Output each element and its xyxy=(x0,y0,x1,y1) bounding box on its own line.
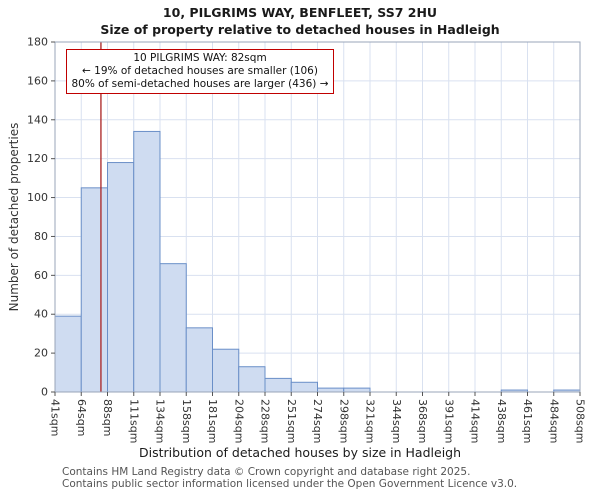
x-tick-label: 111sqm xyxy=(127,399,140,443)
y-axis-label: Number of detached properties xyxy=(7,122,21,312)
histogram-bar xyxy=(264,377,292,393)
histogram-bar xyxy=(290,381,318,393)
x-tick-label: 508sqm xyxy=(574,399,587,443)
x-tick-label: 134sqm xyxy=(154,399,167,443)
y-tick-label: 20 xyxy=(34,347,48,360)
x-tick-label: 321sqm xyxy=(364,399,377,443)
x-tick-label: 41sqm xyxy=(49,399,62,436)
x-tick-label: 414sqm xyxy=(469,399,482,443)
x-tick-label: 484sqm xyxy=(547,399,560,443)
y-tick-label: 80 xyxy=(34,230,48,243)
y-tick-label: 180 xyxy=(27,36,48,49)
x-tick-label: 251sqm xyxy=(285,399,298,443)
histogram-bar xyxy=(343,387,371,393)
annotation-smaller-line: ← 19% of detached houses are smaller (10… xyxy=(82,65,318,77)
y-tick-label: 160 xyxy=(27,74,48,87)
chart-title: 10, PILGRIMS WAY, BENFLEET, SS7 2HU xyxy=(162,5,438,20)
histogram-bar xyxy=(317,387,345,393)
footer-licence-line: Contains public sector information licen… xyxy=(62,477,518,490)
y-tick-label: 60 xyxy=(34,269,48,282)
histogram-bar xyxy=(212,348,240,393)
x-axis-label: Distribution of detached houses by size … xyxy=(138,445,462,460)
histogram-bar xyxy=(80,187,108,393)
histogram-bar xyxy=(159,263,187,393)
x-tick-label: 298sqm xyxy=(337,399,350,443)
y-tick-label: 120 xyxy=(27,152,48,165)
x-tick-label: 391sqm xyxy=(442,399,455,443)
footer: Contains HM Land Registry data © Crown c… xyxy=(62,466,518,490)
x-tick-label: 181sqm xyxy=(206,399,219,443)
x-tick-label: 438sqm xyxy=(495,399,508,443)
y-tick-label: 40 xyxy=(34,308,48,321)
x-tick-label: 88sqm xyxy=(101,399,114,436)
chart-subtitle: Size of property relative to detached ho… xyxy=(100,22,500,37)
histogram-bar xyxy=(238,366,266,393)
x-tick-label: 274sqm xyxy=(311,399,324,443)
annotation-larger-line: 80% of semi-detached houses are larger (… xyxy=(71,78,329,90)
histogram-bar xyxy=(185,327,213,393)
y-tick-label: 100 xyxy=(27,191,48,204)
x-tick-label: 64sqm xyxy=(75,399,88,436)
y-tick-label: 0 xyxy=(41,386,48,399)
x-tick-label: 344sqm xyxy=(390,399,403,443)
annotation-property-line: 10 PILGRIMS WAY: 82sqm xyxy=(133,52,267,64)
x-tick-label: 461sqm xyxy=(521,399,534,443)
histogram-bar xyxy=(107,162,135,393)
x-tick-label: 228sqm xyxy=(259,399,272,443)
x-tick-label: 158sqm xyxy=(180,399,193,443)
annotation-box: 10 PILGRIMS WAY: 82sqm ← 19% of detached… xyxy=(66,49,334,94)
histogram-bar xyxy=(54,315,82,393)
histogram-bar xyxy=(133,130,161,393)
footer-copyright-line: Contains HM Land Registry data © Crown c… xyxy=(62,466,471,478)
x-tick-label: 204sqm xyxy=(232,399,245,443)
x-tick-label: 368sqm xyxy=(416,399,429,443)
y-tick-label: 140 xyxy=(27,113,48,126)
